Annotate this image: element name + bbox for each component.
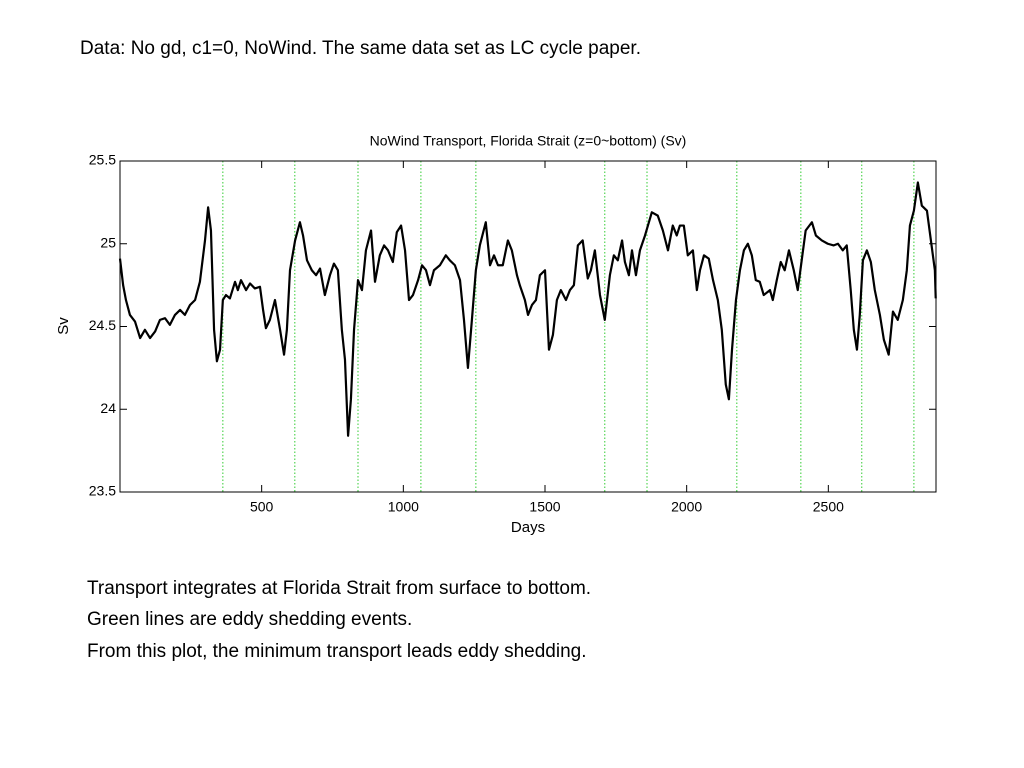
- y-tick-label: 25.5: [89, 152, 116, 168]
- y-tick-label: 23.5: [89, 483, 116, 499]
- x-tick-label: 1500: [529, 499, 560, 515]
- y-tick-label: 24.5: [89, 317, 116, 333]
- y-axis-label: Sv: [55, 317, 72, 335]
- x-axis-label: Days: [511, 519, 545, 536]
- slide-header: Data: No gd, c1=0, NoWind. The same data…: [80, 38, 641, 59]
- x-tick-label: 2000: [671, 499, 702, 515]
- chart-title: NoWind Transport, Florida Strait (z=0~bo…: [370, 133, 687, 149]
- data-line: [118, 181, 937, 437]
- note: From this plot, the minimum transport le…: [87, 641, 587, 662]
- x-tick-label: 500: [250, 499, 274, 515]
- chart: NoWind Transport, Florida Strait (z=0~bo…: [55, 133, 937, 536]
- x-tick-label: 2500: [813, 499, 844, 515]
- y-tick-label: 25: [100, 234, 116, 250]
- plot-frame: [119, 160, 937, 493]
- x-tick-label: 1000: [388, 499, 419, 515]
- note: Transport integrates at Florida Strait f…: [87, 578, 592, 599]
- y-tick-label: 24: [100, 400, 116, 416]
- note: Green lines are eddy shedding events.: [87, 609, 413, 630]
